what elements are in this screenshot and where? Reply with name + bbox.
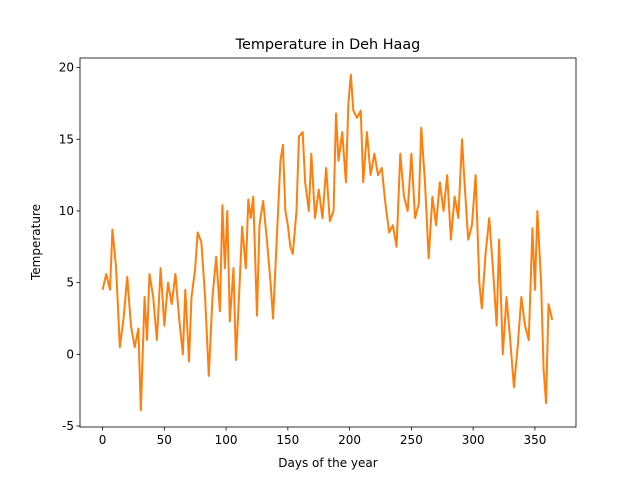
x-axis-label: Days of the year [278,456,377,470]
x-tick-label: 150 [276,433,299,447]
y-axis-label: Temperature [29,204,43,281]
x-tick-label: 350 [523,433,546,447]
x-tick-label: 100 [215,433,238,447]
y-tick-label: 0 [66,347,74,361]
line-series [101,73,554,412]
plot-frame [79,57,577,428]
y-tick-label: -5 [62,419,74,433]
y-tick-label: 20 [59,61,74,75]
y-tick-label: 5 [66,276,74,290]
x-tick-label: 250 [400,433,423,447]
x-tick-label: 50 [157,433,172,447]
y-tick-label: 10 [59,204,74,218]
x-tick-label: 0 [99,433,107,447]
x-tick-label: 200 [338,433,361,447]
chart-title: Temperature in Deh Haag [235,37,421,53]
y-tick-label: 15 [59,132,74,146]
x-tick-label: 300 [462,433,485,447]
